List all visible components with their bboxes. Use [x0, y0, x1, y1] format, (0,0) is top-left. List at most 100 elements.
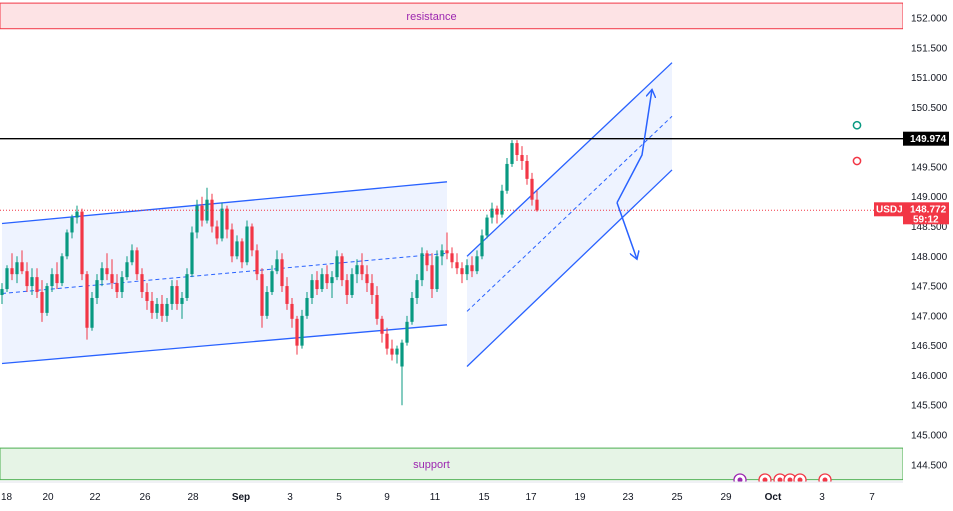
candle-body: [210, 199, 214, 227]
candle-body: [250, 226, 254, 251]
candle-body: [80, 211, 84, 275]
candle-body: [50, 274, 54, 287]
time-axis[interactable]: 18 20 22 26 28 Sep 3 5 9 11 15 17 19 23 25 29 Oct 3 7: [0, 481, 953, 511]
candle: [240, 238, 244, 269]
channel-mid-0: [1, 252, 448, 295]
scenario-arrow-0: [616, 89, 652, 204]
candle: [145, 283, 149, 310]
candle-body: [60, 256, 64, 284]
candle: [470, 256, 474, 278]
candle-body: [460, 268, 464, 275]
candle: [45, 283, 49, 316]
channel-fill-0: [2, 181, 447, 364]
time-tick-label: Sep: [232, 492, 250, 503]
candle: [415, 274, 419, 304]
candle-body: [415, 280, 419, 298]
candle-body: [180, 297, 184, 304]
candle: [500, 184, 504, 218]
candle: [0, 283, 4, 304]
candle-body: [245, 226, 249, 263]
zone-label-support: support: [413, 459, 450, 471]
candle-body: [270, 271, 274, 293]
candle-body: [285, 286, 289, 304]
candle: [185, 268, 189, 301]
candle: [140, 268, 144, 298]
candle: [390, 339, 394, 361]
event-flag-dot: [737, 477, 743, 483]
candle-body: [420, 253, 424, 281]
channel-mid-1: [466, 115, 673, 312]
candle: [295, 315, 299, 355]
zones: resistance support: [0, 2, 904, 481]
candle-body: [435, 256, 439, 290]
candle-body: [45, 286, 49, 313]
candle-body: [40, 292, 44, 313]
candle-body: [410, 297, 414, 322]
candle: [515, 140, 519, 161]
candle-body: [15, 262, 19, 275]
candle: [70, 214, 74, 239]
time-tick-label: 19: [574, 492, 586, 503]
time-tick-label: 22: [89, 492, 101, 503]
candle: [115, 274, 119, 298]
candle-body: [30, 277, 34, 287]
candle: [215, 220, 219, 245]
candle: [245, 220, 249, 266]
candle: [135, 247, 139, 281]
candle: [305, 292, 309, 319]
price-tick-label: 147.000: [911, 311, 948, 322]
time-tick-label: 11: [430, 492, 441, 503]
candle: [395, 345, 399, 364]
candle-body: [55, 274, 59, 284]
candle-body: [200, 205, 204, 221]
time-tick-label: 29: [720, 492, 732, 503]
price-tick-label: 146.500: [911, 341, 948, 352]
candle-body: [530, 178, 534, 200]
channels: [1, 62, 673, 367]
candle-body: [265, 292, 269, 316]
candle-body: [495, 208, 499, 215]
candle: [425, 250, 429, 272]
candle-body: [390, 348, 394, 355]
time-tick-label: Oct: [765, 492, 782, 503]
candle: [95, 274, 99, 304]
candle: [290, 297, 294, 328]
candle-body: [90, 297, 94, 328]
candle-body: [455, 262, 459, 269]
candle-body: [510, 143, 514, 164]
candle-body: [110, 274, 114, 284]
candle-body: [505, 163, 509, 191]
candle-body: [310, 280, 314, 298]
candle-body: [215, 226, 219, 239]
time-tick-label: 26: [139, 492, 151, 503]
price-axis[interactable]: 152.000151.500151.000150.500150.000149.5…: [874, 0, 953, 511]
candle: [350, 268, 354, 298]
candle: [530, 172, 534, 206]
key-level-tag-label: 149.974: [910, 134, 947, 145]
countdown-label: 59:12: [913, 214, 939, 225]
candle: [265, 286, 269, 319]
candle: [520, 146, 524, 170]
candle-body: [445, 250, 449, 254]
signal-marker-1: [852, 156, 862, 166]
candle-body: [345, 280, 349, 296]
candle: [270, 265, 274, 296]
candle: [335, 250, 339, 281]
candle-body: [95, 280, 99, 298]
candle-body: [130, 250, 134, 263]
price-tick-label: 148.500: [911, 222, 948, 233]
candle: [55, 262, 59, 290]
channel-fill-1: [467, 62, 672, 367]
candle: [465, 259, 469, 281]
price-tick-label: 146.000: [911, 371, 948, 382]
candle: [410, 292, 414, 325]
candle-body: [335, 256, 339, 278]
candle-body: [25, 271, 29, 287]
price-axis-bg: [903, 0, 953, 511]
candle-body: [295, 318, 299, 346]
candle-body: [515, 143, 519, 156]
candle: [250, 223, 254, 257]
candle: [370, 274, 374, 304]
channel-lower-0: [1, 324, 448, 365]
